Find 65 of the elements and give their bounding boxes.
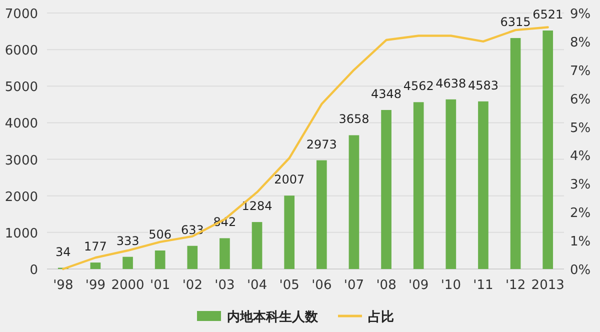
y2-tick-label: 9% <box>570 7 591 22</box>
bar <box>446 99 456 269</box>
data-label: 4562 <box>403 79 434 94</box>
y2-tick-label: 3% <box>570 178 591 193</box>
legend-label: 内地本科生人数 <box>227 310 319 325</box>
x-tick-label: '10 <box>440 278 461 293</box>
data-label: 2007 <box>274 172 305 187</box>
x-tick-label: 2013 <box>531 278 564 293</box>
y2-tick-label: 2% <box>570 206 591 222</box>
bar <box>90 262 101 269</box>
y-tick-label: 5000 <box>4 80 38 96</box>
data-label: 2973 <box>306 137 337 152</box>
y2-tick-label: 7% <box>570 64 591 79</box>
x-tick-label: '04 <box>246 278 268 293</box>
x-tick-label: '01 <box>150 278 170 293</box>
bar <box>187 246 198 269</box>
x-tick-label: '98 <box>53 278 74 293</box>
data-label: 506 <box>148 227 172 242</box>
x-tick-label: '09 <box>408 278 429 293</box>
bar <box>316 160 327 269</box>
data-label: 1284 <box>242 199 272 214</box>
bar <box>381 110 392 269</box>
y-tick-label: 4000 <box>4 116 38 132</box>
y-tick-label: 2000 <box>4 190 38 205</box>
data-label: 6315 <box>500 15 531 30</box>
y2-tick-label: 4% <box>570 149 591 164</box>
bar <box>542 30 554 269</box>
y-tick-label: 3000 <box>4 153 38 168</box>
bar <box>510 38 521 269</box>
y2-tick-label: 8% <box>570 35 591 50</box>
bar <box>122 256 133 269</box>
x-tick-label: '08 <box>376 278 396 293</box>
bar <box>252 222 262 269</box>
x-tick-label: '02 <box>182 278 202 293</box>
bar <box>348 135 360 269</box>
data-label: 6521 <box>532 8 564 22</box>
data-label: 177 <box>84 240 107 254</box>
y2-tick-label: 0% <box>570 263 591 278</box>
x-tick-label: '99 <box>85 278 106 293</box>
bar <box>154 250 166 269</box>
bar <box>220 238 230 269</box>
bar <box>284 196 295 269</box>
bar <box>413 102 424 269</box>
y-tick-label: 0 <box>30 263 38 278</box>
y2-tick-label: 6% <box>570 92 591 108</box>
legend-label: 占比 <box>368 310 394 325</box>
x-tick-label: '11 <box>473 278 494 293</box>
y-tick-label: 6000 <box>4 44 38 59</box>
bar <box>478 101 488 269</box>
y2-tick-label: 1% <box>570 234 591 250</box>
data-label: 4638 <box>436 76 466 90</box>
x-tick-label: '05 <box>279 278 300 293</box>
y-tick-label: 1000 <box>4 226 38 242</box>
data-label: 333 <box>116 234 140 248</box>
x-tick-label: 2000 <box>111 278 144 293</box>
x-tick-label: '07 <box>344 278 364 293</box>
x-tick-label: '12 <box>505 278 526 293</box>
x-tick-label: '06 <box>312 278 332 293</box>
y-tick-label: 7000 <box>4 7 38 22</box>
x-tick-label: '03 <box>214 278 235 293</box>
data-label: 3658 <box>338 112 370 126</box>
data-label: 4583 <box>468 78 498 92</box>
y2-tick-label: 5% <box>570 120 591 136</box>
data-label: 4348 <box>371 86 402 101</box>
data-label: 34 <box>56 244 71 259</box>
